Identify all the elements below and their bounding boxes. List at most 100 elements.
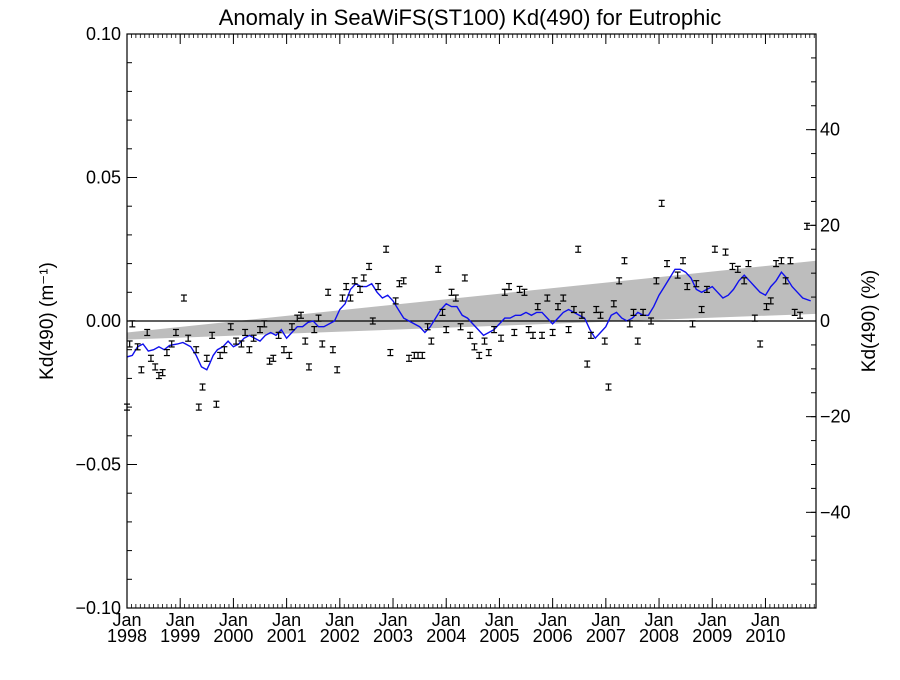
data-point — [351, 277, 358, 285]
data-point — [689, 320, 696, 328]
data-point — [461, 274, 468, 282]
x-tick-month-label: Jan — [379, 610, 408, 630]
data-point — [180, 294, 187, 302]
data-point — [203, 354, 210, 362]
data-point — [315, 314, 322, 322]
data-point — [578, 311, 585, 319]
data-point — [261, 320, 268, 328]
data-point — [658, 199, 665, 207]
y-tick-label: −0.05 — [75, 455, 121, 475]
data-point — [138, 366, 145, 374]
data-point — [415, 351, 422, 360]
data-point — [392, 297, 399, 305]
x-tick-year-label: 2005 — [479, 626, 519, 646]
x-tick-month-label: Jan — [645, 610, 674, 630]
data-point — [334, 366, 341, 374]
data-point — [266, 357, 273, 365]
x-tick-year-label: 1998 — [107, 626, 147, 646]
data-point — [217, 351, 224, 360]
data-point — [396, 280, 403, 288]
data-point — [741, 277, 748, 285]
x-tick-month-label: Jan — [432, 610, 461, 630]
data-point — [703, 285, 710, 294]
data-point — [134, 343, 141, 351]
data-point — [155, 371, 162, 380]
x-tick-year-label: 2008 — [639, 626, 679, 646]
data-point — [129, 320, 136, 328]
x-tick-year-label: 2009 — [692, 626, 732, 646]
data-point — [626, 320, 633, 328]
y2-tick-label: 0 — [820, 311, 830, 331]
x-tick-year-label: 2004 — [426, 626, 466, 646]
data-point — [375, 282, 382, 291]
data-point — [213, 400, 220, 408]
data-point — [797, 311, 804, 319]
data-point — [242, 328, 249, 337]
data-point — [745, 260, 752, 268]
x-tick-month-label: Jan — [112, 610, 141, 630]
data-point — [587, 331, 594, 339]
data-point — [674, 271, 681, 279]
data-point — [302, 337, 309, 345]
data-point — [443, 326, 450, 334]
data-point — [791, 308, 798, 316]
x-tick-month-label: Jan — [751, 610, 780, 630]
data-point — [491, 326, 498, 334]
data-point — [428, 337, 435, 345]
data-point — [605, 383, 612, 391]
data-point — [511, 328, 518, 337]
data-point — [554, 303, 561, 311]
data-point — [516, 285, 523, 294]
data-point — [209, 331, 216, 339]
data-point — [471, 343, 478, 351]
x-tick-year-label: 2010 — [745, 626, 785, 646]
data-point — [534, 303, 541, 311]
data-point — [544, 294, 551, 302]
data-point — [424, 323, 431, 331]
data-point — [679, 257, 686, 265]
data-point — [616, 277, 623, 285]
data-point — [311, 326, 318, 334]
smoothed-line-layer — [126, 268, 811, 371]
data-point — [538, 331, 545, 339]
data-point — [803, 222, 810, 230]
x-tick-month-label: Jan — [591, 610, 620, 630]
data-point — [601, 337, 608, 345]
x-tick-month-label: Jan — [272, 610, 301, 630]
data-point — [339, 294, 346, 302]
data-point — [163, 348, 170, 357]
y2-tick-label: 20 — [820, 215, 840, 235]
data-point — [411, 351, 418, 360]
data-points-layer — [124, 199, 810, 411]
data-point — [360, 274, 367, 282]
data-point — [439, 308, 446, 316]
data-point — [448, 288, 455, 296]
data-point — [227, 323, 234, 331]
trend-confidence-band — [127, 260, 816, 340]
x-tick-year-label: 2003 — [373, 626, 413, 646]
data-point — [159, 369, 166, 377]
data-point — [498, 334, 505, 342]
data-point — [570, 305, 577, 314]
data-point — [329, 346, 336, 354]
data-point — [275, 331, 282, 339]
data-point — [325, 288, 332, 296]
data-point — [476, 351, 483, 360]
data-point — [653, 277, 660, 285]
data-point — [698, 305, 705, 314]
data-point — [621, 257, 628, 265]
x-tick-year-label: 2000 — [213, 626, 253, 646]
data-point — [634, 337, 641, 345]
data-point — [452, 294, 459, 302]
data-point — [172, 328, 179, 337]
data-point — [347, 294, 354, 302]
data-point — [485, 348, 492, 357]
data-point — [693, 280, 700, 288]
data-point — [751, 314, 758, 322]
bottom-axis-ticks: Jan1998Jan1999Jan2000Jan2001Jan2002Jan20… — [107, 34, 815, 646]
data-point — [529, 331, 536, 339]
data-point — [366, 262, 373, 271]
data-point — [506, 282, 513, 291]
data-point — [294, 314, 301, 322]
x-tick-year-label: 2001 — [267, 626, 307, 646]
